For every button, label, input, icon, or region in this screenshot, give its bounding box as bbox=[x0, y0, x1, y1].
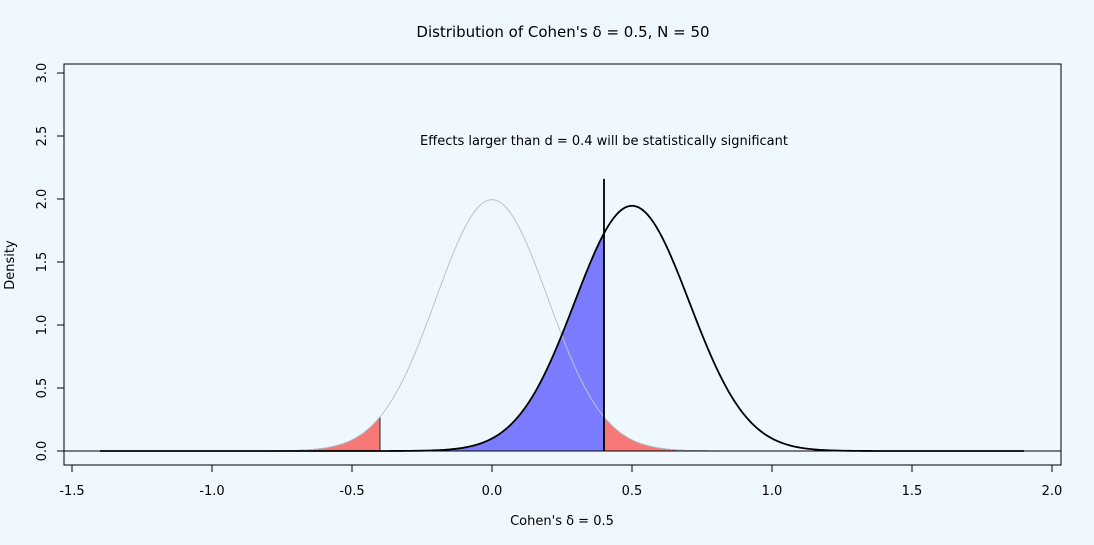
x-tick-label: -0.5 bbox=[339, 484, 364, 499]
y-tick-label: 3.0 bbox=[35, 63, 50, 84]
x-tick-label: 0.5 bbox=[622, 484, 643, 499]
y-tick-label: 0.0 bbox=[35, 441, 50, 462]
x-tick-label: 2.0 bbox=[1042, 484, 1063, 499]
x-tick-label: -1.5 bbox=[59, 484, 84, 499]
x-tick-label: 0.0 bbox=[482, 484, 503, 499]
x-tick-label: 1.5 bbox=[902, 484, 923, 499]
y-tick-label: 0.5 bbox=[35, 378, 50, 399]
significance-annotation: Effects larger than d = 0.4 will be stat… bbox=[420, 134, 788, 149]
x-tick-label: 1.0 bbox=[762, 484, 783, 499]
y-axis: 0.0 0.5 1.0 1.5 2.0 2.5 3.0 bbox=[35, 63, 65, 462]
x-tick-label: -1.0 bbox=[199, 484, 224, 499]
y-axis-label: Density bbox=[3, 240, 18, 290]
y-tick-label: 2.5 bbox=[35, 126, 50, 147]
x-axis-label: Cohen's δ = 0.5 bbox=[510, 514, 614, 529]
y-tick-label: 2.0 bbox=[35, 189, 50, 210]
x-axis: -1.5 -1.0 -0.5 0.0 0.5 1.0 1.5 2.0 bbox=[59, 464, 1063, 499]
y-tick-label: 1.0 bbox=[35, 315, 50, 336]
chart-title: Distribution of Cohen's δ = 0.5, N = 50 bbox=[416, 23, 709, 41]
y-tick-label: 1.5 bbox=[35, 252, 50, 273]
